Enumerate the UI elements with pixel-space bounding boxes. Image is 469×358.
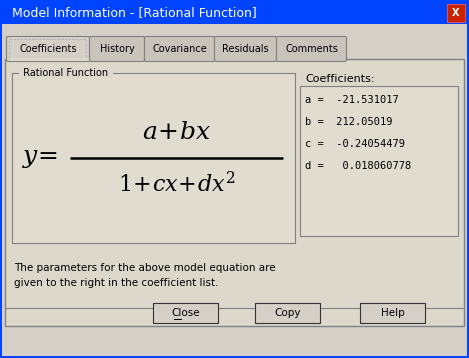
Bar xyxy=(360,303,426,324)
Text: c =  -0.24054479: c = -0.24054479 xyxy=(305,139,405,149)
Text: a =  -21.531017: a = -21.531017 xyxy=(305,95,399,105)
Text: $1\!+\!cx\!+\!dx^2$: $1\!+\!cx\!+\!dx^2$ xyxy=(118,171,235,197)
Text: $a\!+\!bx$: $a\!+\!bx$ xyxy=(142,120,211,144)
Text: Model Information - [Rational Function]: Model Information - [Rational Function] xyxy=(12,6,257,19)
Text: Coefficients:: Coefficients: xyxy=(305,74,375,84)
Text: Rational Function: Rational Function xyxy=(20,68,111,78)
Text: X: X xyxy=(452,8,460,18)
FancyBboxPatch shape xyxy=(214,37,277,62)
Text: Comments: Comments xyxy=(285,44,338,54)
Text: The parameters for the above model equation are
given to the right in the coeffi: The parameters for the above model equat… xyxy=(14,263,276,288)
Text: $y\!=\!$: $y\!=\!$ xyxy=(22,146,58,170)
Text: d =   0.018060778: d = 0.018060778 xyxy=(305,161,411,171)
FancyBboxPatch shape xyxy=(144,37,214,62)
Bar xyxy=(300,86,458,236)
Bar xyxy=(255,303,320,323)
Bar xyxy=(255,303,321,324)
Text: Covariance: Covariance xyxy=(152,44,207,54)
Bar xyxy=(153,303,218,323)
Text: Close: Close xyxy=(171,308,200,318)
FancyBboxPatch shape xyxy=(277,37,347,62)
Bar xyxy=(360,303,425,323)
Bar xyxy=(10,58,89,61)
Text: Coefficients: Coefficients xyxy=(19,44,77,54)
FancyBboxPatch shape xyxy=(7,37,90,62)
Text: Help: Help xyxy=(381,308,404,318)
FancyBboxPatch shape xyxy=(90,37,144,62)
Text: b =  212.05019: b = 212.05019 xyxy=(305,117,393,127)
Bar xyxy=(2,2,467,24)
Bar xyxy=(12,73,295,243)
Bar xyxy=(447,4,465,22)
Text: Residuals: Residuals xyxy=(222,44,269,54)
Text: Copy: Copy xyxy=(274,308,301,318)
Text: History: History xyxy=(99,44,135,54)
Bar xyxy=(153,303,219,324)
Bar xyxy=(5,59,464,326)
